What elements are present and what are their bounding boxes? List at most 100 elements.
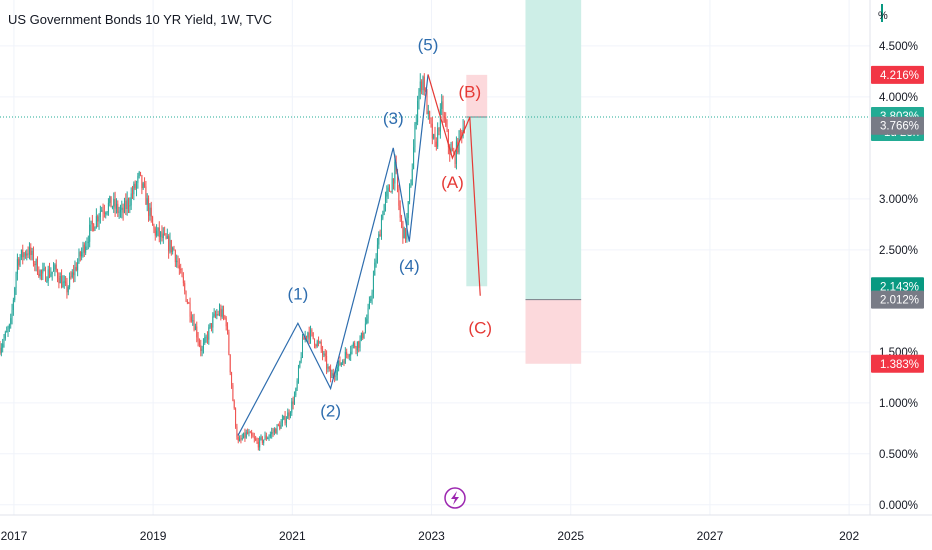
candle-body [4,332,6,339]
candle-body [271,431,273,435]
candle-body [209,323,211,328]
candle-body [350,351,352,356]
candle-body [364,323,366,333]
candle-body [164,233,166,235]
candle-body [445,117,447,126]
position-zones[interactable] [0,0,870,364]
candle-body [273,429,275,433]
candle-body [257,441,259,448]
candle-body [423,76,425,91]
candle-body [212,316,214,328]
candle-body [289,412,291,417]
candle-body [196,326,198,338]
candle-body [236,426,238,438]
candle-body [354,343,356,348]
candle-body [24,253,26,256]
candle-body [233,400,235,409]
price-tick-label: 4.500% [879,41,918,53]
candle-body [188,302,190,304]
candle-body [221,309,223,317]
candle-body [23,253,25,258]
candle-body [403,228,405,239]
candle-body [292,401,294,405]
candle-body [22,249,24,258]
price-badge-label: 4.216% [880,70,919,82]
candle-body [125,200,127,210]
candle-body [10,318,12,325]
candle-body [261,437,263,443]
candle-body [366,318,368,324]
price-tick-label: 1.000% [879,398,918,410]
candle-body [224,315,226,319]
candle-body [426,91,428,115]
candle-body [237,437,239,442]
candle-body [111,206,113,208]
candle-body [170,240,172,252]
candle-body [295,388,297,396]
candle-body [399,205,401,218]
candle-body [265,435,267,439]
candle-body [15,273,17,288]
candle-body [326,356,328,369]
candle-body [409,187,411,202]
wave-label: (3) [383,109,404,128]
elliott-wave-lines[interactable] [237,74,481,436]
candle-body [118,211,120,213]
candle-body [388,187,390,192]
candle-body [328,366,330,369]
candle-body [372,275,374,293]
candle-body [303,337,305,340]
candle-body [253,437,255,439]
wave-label: (A) [441,173,464,192]
candle-body [269,434,271,437]
loss-zone[interactable] [466,74,488,117]
candle-body [153,225,155,229]
wave-label: (2) [320,402,341,421]
candle-body [334,375,336,377]
candle-body [306,336,308,338]
candle-body [150,207,152,217]
candle-body [152,216,154,226]
candle-body [382,214,384,219]
profit-zone[interactable] [525,0,582,300]
candle-body [280,422,282,429]
candle-body [438,127,440,132]
impulse-wave-line[interactable] [237,74,429,436]
candle-body [379,234,381,237]
candle-body [240,438,242,440]
price-badge [871,65,924,84]
time-tick-label: 202 [839,529,859,543]
candle-body [315,345,317,347]
candle-body [180,269,182,271]
candle-body [219,308,221,315]
candle-body [446,125,448,131]
candle-body [378,234,380,245]
profit-zone[interactable] [466,116,488,287]
candle-body [433,134,435,139]
candle-body [32,250,34,264]
candle-body [185,290,187,302]
event-lightning-icon[interactable] [444,487,466,509]
candle-body [201,348,203,351]
candle-body [450,148,452,155]
candle-body [264,435,266,440]
candle-body [447,130,449,147]
wave-label: (5) [418,35,439,54]
candle-body [383,204,385,215]
candle-body [346,352,348,355]
time-axis[interactable]: 2017 2019 2021 2023 2025 2027 202 [1,529,860,543]
candle-body [216,314,218,316]
candle-body [31,250,33,255]
candle-body [0,347,2,353]
candle-body [214,313,216,316]
candle-body [162,233,164,239]
candle-body [46,280,48,282]
price-axis[interactable]: 4.500%4.000%3.000%2.500%1.500%1.000%0.50… [879,41,918,512]
candle-body [90,220,92,225]
corrective-wave-line[interactable] [427,74,481,296]
candle-body [51,271,53,274]
candle-body [189,303,191,317]
candle-body [429,111,431,119]
loss-zone[interactable] [525,299,582,364]
